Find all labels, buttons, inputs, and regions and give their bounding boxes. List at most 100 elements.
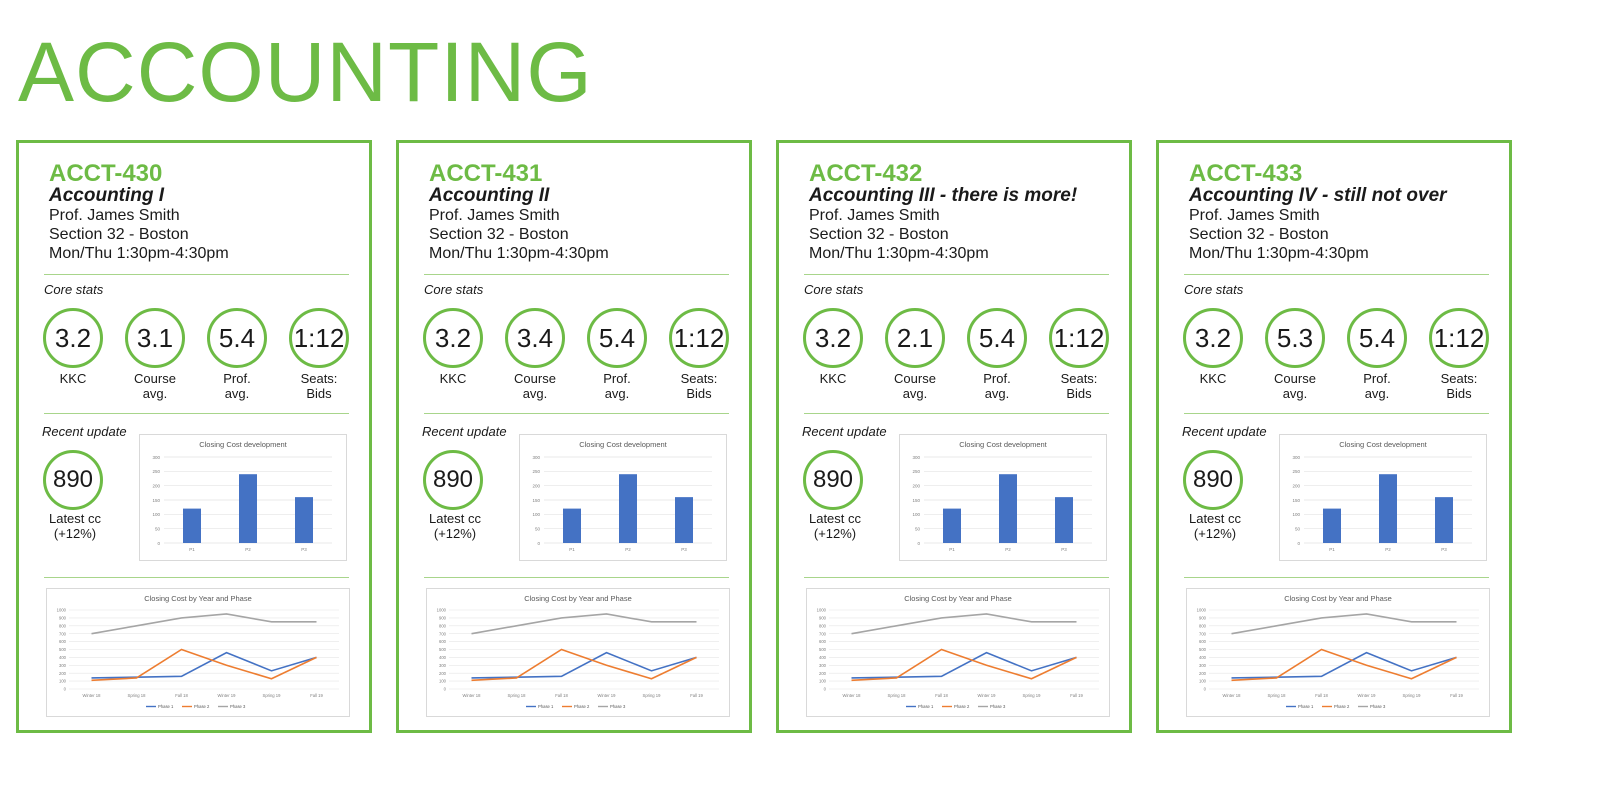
course-card: ACCT-433 Accounting IV - still not over Pr…: [1156, 140, 1512, 733]
bar-xtick-label: P2: [1005, 547, 1011, 552]
course-avg-stat-value: 3.4: [505, 308, 565, 368]
line-ytick-label: 400: [1199, 655, 1207, 660]
bar-ytick-label: 50: [1295, 526, 1301, 531]
course-avg-stat-value: 3.1: [125, 308, 185, 368]
line-ytick-label: 100: [439, 679, 447, 684]
bar-ytick-label: 50: [155, 526, 161, 531]
schedule: Mon/Thu 1:30pm-4:30pm: [429, 245, 609, 262]
divider: [1184, 413, 1489, 414]
line-ytick-label: 400: [819, 655, 827, 660]
prof-avg-stat: 5.4 Prof. avg.: [205, 308, 269, 401]
seats-bids-stat-value: 1:12: [289, 308, 349, 368]
line-chart-title: Closing Cost by Year and Phase: [524, 594, 632, 603]
bar-p3: [1055, 497, 1073, 543]
schedule: Mon/Thu 1:30pm-4:30pm: [1189, 245, 1369, 262]
seats-bids-stat-label: Seats: Bids: [1427, 371, 1491, 401]
bar-ytick-label: 100: [152, 512, 160, 517]
line-ytick-label: 0: [1204, 687, 1207, 692]
legend-label-phase-2: Phase 2: [954, 704, 970, 709]
latest-cc-label-line: Latest cc: [1188, 511, 1242, 526]
closing-cost-line-chart: Closing Cost by Year and Phase 0 100 200 300…: [1186, 588, 1490, 717]
line-ytick-label: 1000: [57, 608, 67, 613]
course-avg-stat-label-line: avg.: [1282, 386, 1308, 401]
bar-p2: [999, 474, 1017, 543]
bar-ytick-label: 0: [917, 541, 920, 546]
divider: [44, 274, 349, 275]
latest-cc-label-line: Latest cc: [48, 511, 102, 526]
line-ytick-label: 900: [1199, 616, 1207, 621]
bar-p1: [1323, 508, 1341, 543]
professor-name: Prof. James Smith: [1189, 207, 1320, 224]
series-line-phase-3: [91, 613, 317, 635]
prof-avg-stat: 5.4 Prof. avg.: [965, 308, 1029, 401]
series-line-phase-1: [91, 651, 317, 679]
prof-avg-stat-label-line: avg.: [1364, 386, 1390, 401]
line-ytick-label: 200: [439, 671, 447, 676]
section-location: Section 32 - Boston: [429, 226, 569, 243]
legend-label-phase-3: Phase 3: [1370, 704, 1386, 709]
course-card: ACCT-430 Accounting I Prof. James Smith Sec…: [16, 140, 372, 733]
professor-name: Prof. James Smith: [49, 207, 180, 224]
prof-avg-stat-label-line: Prof.: [603, 371, 631, 386]
course-code: ACCT-431: [429, 160, 543, 187]
course-name: Accounting IV - still not over: [1189, 185, 1447, 206]
latest-cc-label: Latest cc (+12%): [795, 511, 875, 541]
series-line-phase-1: [471, 651, 697, 679]
line-xtick-label: Fall 18: [175, 693, 188, 698]
bar-p1: [183, 508, 201, 543]
bar-xtick-label: P1: [189, 547, 195, 552]
bar-ytick-label: 300: [1292, 455, 1300, 460]
latest-cc-label: Latest cc (+12%): [1175, 511, 1255, 541]
recent-update-label: Recent update: [1182, 424, 1267, 439]
bar-ytick-label: 250: [152, 469, 160, 474]
series-line-phase-1: [1231, 651, 1457, 679]
prof-avg-stat-label: Prof. avg.: [205, 371, 269, 401]
line-xtick-label: Spring 19: [643, 693, 662, 698]
line-ytick-label: 900: [59, 616, 67, 621]
professor-name: Prof. James Smith: [809, 207, 940, 224]
bar-ytick-label: 300: [152, 455, 160, 460]
latest-cc-change: (+12%): [1193, 526, 1237, 541]
bar-ytick-label: 200: [152, 483, 160, 488]
line-ytick-label: 300: [439, 663, 447, 668]
prof-avg-stat-value: 5.4: [207, 308, 267, 368]
bar-p1: [563, 508, 581, 543]
divider: [424, 413, 729, 414]
line-xtick-label: Winter 19: [218, 693, 237, 698]
course-code: ACCT-430: [49, 160, 163, 187]
course-avg-stat-label-line: avg.: [522, 386, 548, 401]
divider: [804, 274, 1109, 275]
bar-xtick-label: P2: [1385, 547, 1391, 552]
prof-avg-stat-value: 5.4: [1347, 308, 1407, 368]
line-xtick-label: Spring 18: [1268, 693, 1287, 698]
bar-chart-svg: Closing Cost development 0 50 100 150 200 250 3…: [912, 440, 1092, 552]
legend-label-phase-3: Phase 3: [990, 704, 1006, 709]
course-avg-stat-label: Course avg.: [883, 371, 947, 401]
bar-ytick-label: 300: [532, 455, 540, 460]
latest-cc-label-line: Latest cc: [808, 511, 862, 526]
bar-ytick-label: 150: [532, 498, 540, 503]
bar-ytick-label: 50: [535, 526, 541, 531]
kkc-stat-value: 3.2: [43, 308, 103, 368]
course-name: Accounting I: [49, 185, 165, 206]
seats-bids-stat-label-line: Bids: [1066, 386, 1092, 401]
seats-bids-stat-label-line: Bids: [686, 386, 712, 401]
line-ytick-label: 600: [1199, 639, 1207, 644]
kkc-stat-value: 3.2: [1183, 308, 1243, 368]
professor-name: Prof. James Smith: [429, 207, 560, 224]
divider: [804, 413, 1109, 414]
seats-bids-stat-value: 1:12: [1049, 308, 1109, 368]
course-avg-stat: 5.3 Course avg.: [1263, 308, 1327, 401]
core-stats-label: Core stats: [424, 282, 484, 297]
course-avg-stat: 3.1 Course avg.: [123, 308, 187, 401]
bar-ytick-label: 100: [912, 512, 920, 517]
bar-chart-svg: Closing Cost development 0 50 100 150 200 250 3…: [1292, 440, 1472, 552]
kkc-stat: 3.2 KKC: [1181, 308, 1245, 386]
line-ytick-label: 500: [819, 647, 827, 652]
series-line-phase-2: [91, 648, 317, 682]
legend-label-phase-3: Phase 3: [610, 704, 626, 709]
line-xtick-label: Winter 18: [1223, 693, 1242, 698]
kkc-stat: 3.2 KKC: [421, 308, 485, 386]
kkc-stat-label: KKC: [41, 371, 105, 386]
line-ytick-label: 0: [444, 687, 447, 692]
